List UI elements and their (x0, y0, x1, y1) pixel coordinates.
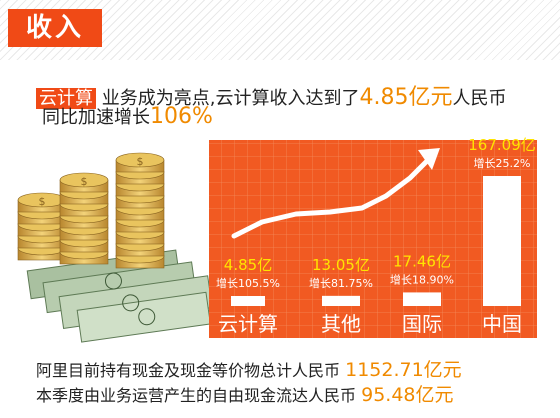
headline2-value: 106% (150, 104, 213, 129)
growth-label-3: 增长25.2% (474, 156, 531, 170)
value-label-0: 4.85亿 (224, 256, 272, 274)
banknote-stack-icon (26, 249, 213, 343)
title-badge (8, 9, 102, 47)
headline2-text: 同比加速增长 (42, 107, 150, 128)
svg-text:$: $ (137, 155, 144, 168)
footer-cash-value: 1152.71亿元 (345, 359, 462, 381)
category-label-1: 其他 (321, 312, 361, 336)
bar-3 (483, 176, 521, 306)
footer-freecash: 本季度由业务运营产生的自由现金流达人民币 95.48亿元 (36, 380, 454, 407)
growth-arrow-icon (231, 148, 440, 239)
category-label-2: 国际 (402, 312, 442, 336)
svg-text:$: $ (81, 175, 88, 188)
growth-label-2: 增长18.90% (390, 272, 454, 286)
headline-tag: 云计算 (36, 88, 96, 109)
headline-text: 业务成为亮点,云计算收入达到了 (101, 88, 360, 109)
svg-text:$: $ (39, 195, 46, 208)
headline-line2: 同比加速增长106% (42, 103, 213, 129)
footer-cash-text: 阿里目前持有现金及现金等价物总计人民币 (36, 361, 341, 380)
growth-label-1: 增长81.75% (309, 276, 373, 290)
footer-freecash-text: 本季度由业务运营产生的自由现金流达人民币 (36, 386, 357, 405)
bar-2 (403, 292, 441, 306)
page-title: 收入 (25, 13, 84, 43)
footer-freecash-value: 95.48亿元 (361, 384, 454, 406)
bar-0 (231, 296, 265, 306)
coin-stack-icon: $ $ $ (17, 152, 165, 269)
headline: 云计算 业务成为亮点,云计算收入达到了4.85亿元人民币 (36, 79, 506, 111)
bar-1 (322, 295, 360, 306)
growth-label-0: 增长105.5% (216, 276, 280, 290)
category-label-0: 云计算 (218, 312, 278, 336)
category-label-3: 中国 (482, 312, 522, 336)
value-label-2: 17.46亿 (393, 252, 451, 270)
headline-suffix: 人民币 (452, 88, 507, 109)
value-label-1: 13.05亿 (312, 256, 370, 274)
footer-cash: 阿里目前持有现金及现金等价物总计人民币 1152.71亿元 (36, 355, 462, 382)
headline-value: 4.85亿元 (359, 85, 453, 110)
value-label-3: 167.09亿 (468, 136, 536, 154)
